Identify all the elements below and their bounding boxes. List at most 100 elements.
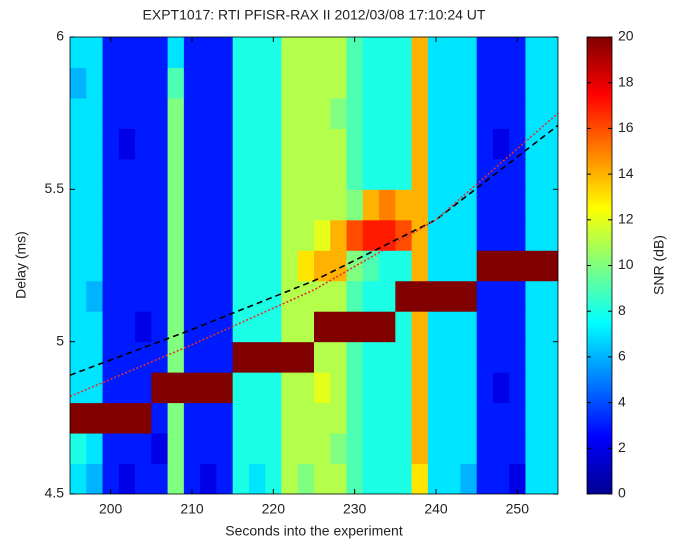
heatmap-cell [86,67,104,99]
heatmap-cell [362,37,380,68]
heatmap-cell [379,311,396,343]
heatmap-cell [102,250,120,282]
heatmap-cell [232,280,250,312]
colorbar-tick-label: 2 [618,439,626,455]
heatmap-cell [183,37,201,68]
heatmap-cell [200,311,217,343]
heatmap-cell [444,341,461,373]
heatmap-cell [379,219,396,251]
heatmap-cell [314,372,331,404]
heatmap-cell [102,128,120,160]
heatmap-cell [86,372,104,404]
heatmap-cell [297,219,315,251]
heatmap-cell [427,158,445,190]
heatmap-cell [509,372,526,404]
heatmap-cell [248,97,266,129]
heatmap-cell [314,341,331,373]
heatmap-cell [297,158,315,190]
heatmap-cell [509,219,526,251]
heatmap-cell [281,189,299,221]
heatmap-cell [281,463,299,494]
heatmap-cell [509,433,526,465]
heatmap-cell [411,402,429,434]
heatmap-cell [427,341,445,373]
x-axis-label: Seconds into the experiment [225,523,403,539]
colorbar-label: SNR (dB) [651,235,667,295]
heatmap-cell [411,37,429,68]
heatmap-cell [395,250,413,282]
heatmap-cell [151,219,169,251]
heatmap-cell [525,463,543,494]
heatmap-cell [411,341,429,373]
heatmap-cell [427,128,445,160]
heatmap-cell [346,97,364,129]
heatmap-cell [492,402,510,434]
colorbar [586,36,613,495]
heatmap-cell [265,250,282,282]
heatmap-cell [362,67,380,99]
heatmap-cell [216,37,234,68]
heatmap-cell [427,311,445,343]
heatmap-cell [314,250,331,282]
colorbar-tick-label: 8 [618,302,626,318]
fit-line [70,112,558,398]
heatmap-cell [509,341,526,373]
heatmap-cell [297,67,315,99]
heatmap-cell [200,402,217,434]
heatmap-cell [346,189,364,221]
heatmap-cell [509,67,526,99]
heatmap-cell [411,372,429,404]
heatmap-cell [427,37,445,68]
heatmap-cell [281,311,299,343]
heatmap-cell [379,463,396,494]
heatmap-cell [395,128,413,160]
heatmap-cell [541,37,558,68]
heatmap-cell [183,158,201,190]
heatmap-cell [167,433,185,465]
heatmap-cell [541,402,558,434]
heatmap-cell [492,128,510,160]
heatmap-cell [86,97,104,129]
heatmap-cell [330,372,348,404]
heatmap-cell [248,128,266,160]
heatmap-cell [379,372,396,404]
heatmap-cell [232,433,250,465]
heatmap-cell [118,433,136,465]
heatmap-cell [70,67,87,99]
heatmap-cell [200,372,217,404]
heatmap-cell [492,37,510,68]
heatmap-cell [297,311,315,343]
heatmap-cell [314,158,331,190]
heatmap-cell [525,402,543,434]
heatmap-cell [427,433,445,465]
heatmap-cell [135,219,152,251]
heatmap-cell [444,311,461,343]
colorbar-tick-label: 16 [618,119,634,135]
heatmap-cell [118,311,136,343]
heatmap-cell [183,341,201,373]
heatmap-cell [151,189,169,221]
heatmap-cell [525,250,543,282]
heatmap-cell [70,97,87,129]
heatmap-cell [492,372,510,404]
heatmap-cell [541,250,558,282]
heatmap-cell [216,311,234,343]
heatmap-cell [232,189,250,221]
heatmap-cell [297,433,315,465]
heatmap-cell [314,402,331,434]
colorbar-tick-label: 20 [618,28,634,44]
heatmap-cell [525,37,543,68]
heatmap-cell [346,67,364,99]
heatmap-cell [248,372,266,404]
heatmap-cell [525,97,543,129]
heatmap-cell [541,463,558,494]
heatmap-cell [200,189,217,221]
heatmap-cell [135,463,152,494]
heatmap-cell [346,341,364,373]
heatmap-cell [102,219,120,251]
heatmap-cell [460,402,478,434]
heatmap-cell [70,280,87,312]
heatmap-cell [183,402,201,434]
heatmap-cell [492,250,510,282]
heatmap-cell [509,97,526,129]
